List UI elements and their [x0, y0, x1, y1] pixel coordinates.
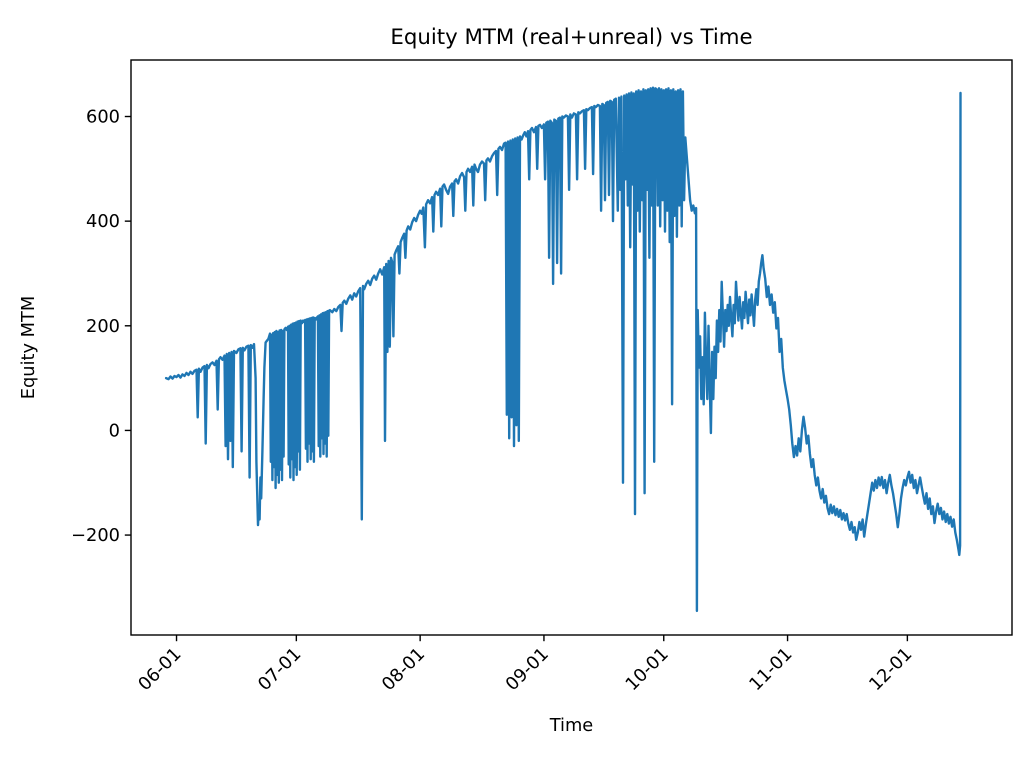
x-tick-label: 12-01 [865, 644, 916, 695]
y-tick-label: 400 [86, 211, 120, 232]
x-tick-label: 09-01 [502, 644, 553, 695]
plot-border [130, 59, 1013, 636]
x-tick-label: 11-01 [745, 644, 796, 695]
series-line [164, 86, 962, 613]
x-tick-label: 08-01 [378, 644, 429, 695]
x-axis-label: Time [549, 715, 594, 736]
chart-title: Equity MTM (real+unreal) vs Time [390, 25, 752, 50]
x-tick-label: 07-01 [254, 644, 305, 695]
y-tick-label: −200 [71, 525, 120, 546]
y-axis-label: Equity MTM [18, 296, 39, 399]
y-tick-label: 0 [109, 420, 120, 441]
x-tick-label: 10-01 [621, 644, 672, 695]
y-tick-label: 200 [86, 316, 120, 337]
x-tick-label: 06-01 [134, 644, 185, 695]
y-tick-label: 600 [86, 107, 120, 128]
